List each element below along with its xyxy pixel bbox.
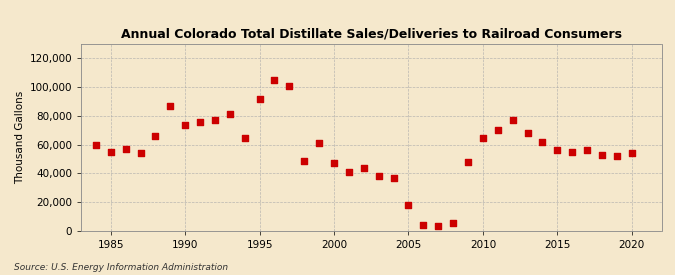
Point bbox=[344, 170, 354, 174]
Point bbox=[462, 160, 473, 164]
Point bbox=[477, 135, 488, 140]
Point bbox=[612, 154, 622, 158]
Point bbox=[358, 166, 369, 170]
Point bbox=[90, 142, 101, 147]
Point bbox=[329, 161, 340, 166]
Point bbox=[522, 131, 533, 135]
Point bbox=[537, 140, 548, 144]
Point bbox=[418, 223, 429, 227]
Point bbox=[120, 147, 131, 151]
Point bbox=[299, 158, 310, 163]
Text: Source: U.S. Energy Information Administration: Source: U.S. Energy Information Administ… bbox=[14, 263, 227, 272]
Point bbox=[373, 174, 384, 178]
Point bbox=[552, 148, 563, 153]
Point bbox=[209, 118, 220, 122]
Point bbox=[194, 119, 205, 124]
Point bbox=[254, 97, 265, 101]
Point bbox=[105, 150, 116, 154]
Point bbox=[165, 104, 176, 108]
Point bbox=[225, 112, 236, 117]
Point bbox=[567, 150, 578, 154]
Point bbox=[448, 221, 458, 225]
Point bbox=[269, 78, 280, 82]
Point bbox=[492, 128, 503, 133]
Point bbox=[403, 203, 414, 207]
Point bbox=[626, 151, 637, 156]
Point bbox=[284, 84, 295, 88]
Point bbox=[240, 135, 250, 140]
Title: Annual Colorado Total Distillate Sales/Deliveries to Railroad Consumers: Annual Colorado Total Distillate Sales/D… bbox=[121, 27, 622, 40]
Point bbox=[433, 224, 443, 228]
Point bbox=[150, 134, 161, 138]
Point bbox=[507, 118, 518, 122]
Point bbox=[597, 153, 608, 157]
Point bbox=[388, 175, 399, 180]
Point bbox=[180, 122, 190, 127]
Point bbox=[314, 141, 325, 145]
Point bbox=[582, 148, 593, 153]
Y-axis label: Thousand Gallons: Thousand Gallons bbox=[15, 91, 25, 184]
Point bbox=[135, 151, 146, 156]
